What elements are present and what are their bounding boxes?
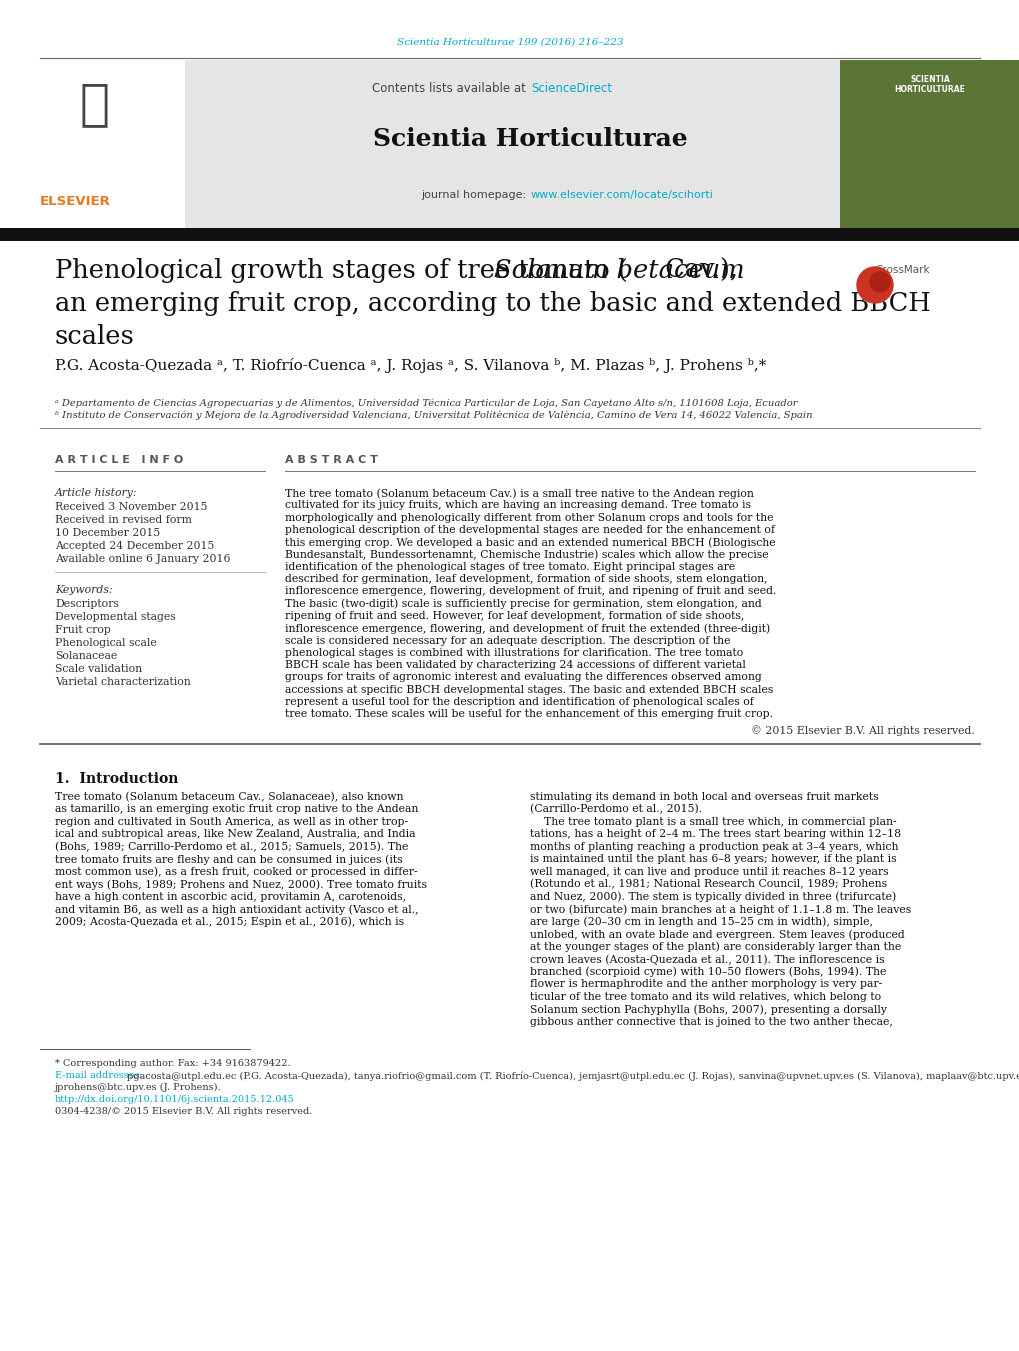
Text: P.G. Acosta-Quezada ᵃ, T. Riofrío-Cuenca ᵃ, J. Rojas ᵃ, S. Vilanova ᵇ, M. Plazas: P.G. Acosta-Quezada ᵃ, T. Riofrío-Cuenca…	[55, 358, 765, 373]
Text: (Carrillo-Perdomo et al., 2015).: (Carrillo-Perdomo et al., 2015).	[530, 804, 701, 815]
Text: accessions at specific BBCH developmental stages. The basic and extended BBCH sc: accessions at specific BBCH developmenta…	[284, 685, 772, 694]
Text: Varietal characterization: Varietal characterization	[55, 677, 191, 688]
Text: crown leaves (Acosta-Quezada et al., 2011). The inflorescence is: crown leaves (Acosta-Quezada et al., 201…	[530, 954, 883, 965]
Text: Contents lists available at: Contents lists available at	[372, 82, 530, 95]
Text: described for germination, leaf development, formation of side shoots, stem elon: described for germination, leaf developm…	[284, 574, 767, 584]
Text: www.elsevier.com/locate/scihorti: www.elsevier.com/locate/scihorti	[531, 190, 713, 200]
Bar	[840, 59, 1019, 230]
Text: The basic (two-digit) scale is sufficiently precise for germination, stem elonga: The basic (two-digit) scale is sufficien…	[284, 598, 761, 609]
Text: is maintained until the plant has 6–8 years; however, if the plant is: is maintained until the plant has 6–8 ye…	[530, 854, 896, 865]
Text: are large (20–30 cm in length and 15–25 cm in width), simple,: are large (20–30 cm in length and 15–25 …	[530, 917, 872, 927]
Text: ripening of fruit and seed. However, for leaf development, formation of side sho: ripening of fruit and seed. However, for…	[284, 611, 744, 621]
Text: region and cultivated in South America, as well as in other trop-: region and cultivated in South America, …	[55, 817, 408, 827]
Circle shape	[869, 272, 890, 292]
Text: phenological stages is combined with illustrations for clarification. The tree t: phenological stages is combined with ill…	[284, 648, 743, 658]
Text: morphologically and phenologically different from other Solanum crops and tools : morphologically and phenologically diffe…	[284, 512, 772, 523]
Bar	[184, 59, 840, 230]
Text: pgacosta@utpl.edu.ec (P.G. Acosta-Quezada), tanya.riofrio@gmail.com (T. Riofrío-: pgacosta@utpl.edu.ec (P.G. Acosta-Quezad…	[127, 1071, 1019, 1081]
Text: Phenological growth stages of tree tomato (: Phenological growth stages of tree tomat…	[55, 258, 628, 282]
Text: ent ways (Bohs, 1989; Prohens and Nuez, 2000). Tree tomato fruits: ent ways (Bohs, 1989; Prohens and Nuez, …	[55, 880, 427, 890]
Text: (Rotundo et al., 1981; National Research Council, 1989; Prohens: (Rotundo et al., 1981; National Research…	[530, 880, 887, 889]
Text: phenological description of the developmental stages are needed for the enhancem: phenological description of the developm…	[284, 526, 774, 535]
Text: cultivated for its juicy fruits, which are having an increasing demand. Tree tom: cultivated for its juicy fruits, which a…	[284, 500, 750, 511]
Text: Received 3 November 2015: Received 3 November 2015	[55, 503, 207, 512]
Text: at the younger stages of the plant) are considerably larger than the: at the younger stages of the plant) are …	[530, 942, 901, 952]
Text: ical and subtropical areas, like New Zealand, Australia, and India: ical and subtropical areas, like New Zea…	[55, 830, 415, 839]
Text: * Corresponding author. Fax: +34 9163879422.: * Corresponding author. Fax: +34 9163879…	[55, 1059, 290, 1069]
Text: The tree tomato plant is a small tree which, in commercial plan-: The tree tomato plant is a small tree wh…	[530, 817, 896, 827]
Text: Scale validation: Scale validation	[55, 663, 142, 674]
Bar	[0, 59, 184, 230]
Text: well managed, it can live and produce until it reaches 8–12 years: well managed, it can live and produce un…	[530, 867, 888, 877]
Text: http://dx.doi.org/10.1101/6j.scienta.2015.12.045: http://dx.doi.org/10.1101/6j.scienta.201…	[55, 1096, 294, 1104]
Text: Scientia Horticulturae 199 (2016) 216–223: Scientia Horticulturae 199 (2016) 216–22…	[396, 38, 623, 46]
Text: gibbous anther connective that is joined to the two anther thecae,: gibbous anther connective that is joined…	[530, 1017, 892, 1027]
Text: journal homepage:: journal homepage:	[421, 190, 530, 200]
Text: scale is considered necessary for an adequate description. The description of th: scale is considered necessary for an ade…	[284, 635, 730, 646]
Text: as tamarillo, is an emerging exotic fruit crop native to the Andean: as tamarillo, is an emerging exotic frui…	[55, 804, 418, 815]
Text: tree tomato fruits are fleshy and can be consumed in juices (its: tree tomato fruits are fleshy and can be…	[55, 854, 403, 865]
Text: E-mail addresses:: E-mail addresses:	[55, 1071, 146, 1081]
Text: and Nuez, 2000). The stem is typically divided in three (trifurcate): and Nuez, 2000). The stem is typically d…	[530, 892, 896, 902]
Text: branched (scorpioid cyme) with 10–50 flowers (Bohs, 1994). The: branched (scorpioid cyme) with 10–50 flo…	[530, 967, 886, 977]
Text: this emerging crop. We developed a basic and an extended numerical BBCH (Biologi: this emerging crop. We developed a basic…	[284, 538, 774, 547]
Text: The tree tomato (Solanum betaceum Cav.) is a small tree native to the Andean reg: The tree tomato (Solanum betaceum Cav.) …	[284, 488, 753, 499]
Text: Accepted 24 December 2015: Accepted 24 December 2015	[55, 540, 214, 551]
Text: Phenological scale: Phenological scale	[55, 638, 157, 648]
Text: scales: scales	[55, 324, 135, 349]
Circle shape	[856, 267, 892, 303]
Text: ᵇ Instituto de Conservación y Mejora de la Agrodiversidad Valenciana, Universita: ᵇ Instituto de Conservación y Mejora de …	[55, 411, 812, 420]
Text: Available online 6 January 2016: Available online 6 January 2016	[55, 554, 230, 563]
Text: stimulating its demand in both local and overseas fruit markets: stimulating its demand in both local and…	[530, 792, 877, 801]
Text: A R T I C L E   I N F O: A R T I C L E I N F O	[55, 455, 183, 465]
Text: Descriptors: Descriptors	[55, 598, 119, 609]
Text: or two (bifurcate) main branches at a height of 1.1–1.8 m. The leaves: or two (bifurcate) main branches at a he…	[530, 904, 910, 915]
Text: ᵃ Departamento de Ciencias Agropecuarias y de Alimentos, Universidad Técnica Par: ᵃ Departamento de Ciencias Agropecuarias…	[55, 399, 797, 408]
Text: 1.  Introduction: 1. Introduction	[55, 771, 178, 786]
Text: ELSEVIER: ELSEVIER	[40, 195, 111, 208]
Text: groups for traits of agronomic interest and evaluating the differences observed : groups for traits of agronomic interest …	[284, 673, 761, 682]
Text: tree tomato. These scales will be useful for the enhancement of this emerging fr: tree tomato. These scales will be useful…	[284, 709, 772, 719]
Text: (Bohs, 1989; Carrillo-Perdomo et al., 2015; Samuels, 2015). The: (Bohs, 1989; Carrillo-Perdomo et al., 20…	[55, 842, 408, 852]
Text: Developmental stages: Developmental stages	[55, 612, 175, 621]
Text: Fruit crop: Fruit crop	[55, 626, 111, 635]
Text: 10 December 2015: 10 December 2015	[55, 528, 160, 538]
Text: ScienceDirect: ScienceDirect	[531, 82, 611, 95]
Text: Solanum betaceum: Solanum betaceum	[493, 258, 744, 282]
Text: Cav.),: Cav.),	[656, 258, 737, 282]
Text: tations, has a height of 2–4 m. The trees start bearing within 12–18: tations, has a height of 2–4 m. The tree…	[530, 830, 900, 839]
Text: Solanum section Pachyphylla (Bohs, 2007), presenting a dorsally: Solanum section Pachyphylla (Bohs, 2007)…	[530, 1004, 887, 1015]
Text: jprohens@btc.upv.es (J. Prohens).: jprohens@btc.upv.es (J. Prohens).	[55, 1084, 221, 1093]
Text: CrossMark: CrossMark	[874, 265, 928, 276]
Text: an emerging fruit crop, according to the basic and extended BBCH: an emerging fruit crop, according to the…	[55, 290, 930, 316]
Text: BBCH scale has been validated by characterizing 24 accessions of different varie: BBCH scale has been validated by charact…	[284, 661, 745, 670]
Text: ticular of the tree tomato and its wild relatives, which belong to: ticular of the tree tomato and its wild …	[530, 992, 880, 1001]
Text: Bundesanstalt, Bundessortenamnt, Chemische Industrie) scales which allow the pre: Bundesanstalt, Bundessortenamnt, Chemisc…	[284, 550, 768, 561]
Text: © 2015 Elsevier B.V. All rights reserved.: © 2015 Elsevier B.V. All rights reserved…	[751, 725, 974, 736]
Text: Keywords:: Keywords:	[55, 585, 112, 594]
Text: 🌿: 🌿	[79, 80, 110, 130]
Text: A B S T R A C T: A B S T R A C T	[284, 455, 377, 465]
Text: represent a useful tool for the description and identification of phenological s: represent a useful tool for the descript…	[284, 697, 753, 707]
Text: 2009; Acosta-Quezada et al., 2015; Espin et al., 2016), which is: 2009; Acosta-Quezada et al., 2015; Espin…	[55, 917, 404, 927]
Text: Received in revised form: Received in revised form	[55, 515, 192, 526]
Text: inflorescence emergence, flowering, and development of fruit the extended (three: inflorescence emergence, flowering, and …	[284, 623, 769, 634]
Text: identification of the phenological stages of tree tomato. Eight principal stages: identification of the phenological stage…	[284, 562, 735, 571]
Text: 0304-4238/© 2015 Elsevier B.V. All rights reserved.: 0304-4238/© 2015 Elsevier B.V. All right…	[55, 1108, 312, 1116]
Text: have a high content in ascorbic acid, provitamin A, carotenoids,: have a high content in ascorbic acid, pr…	[55, 892, 406, 901]
Text: months of planting reaching a production peak at 3–4 years, which: months of planting reaching a production…	[530, 842, 898, 851]
Text: flower is hermaphrodite and the anther morphology is very par-: flower is hermaphrodite and the anther m…	[530, 979, 881, 989]
Text: SCIENTIA
HORTICULTURAE: SCIENTIA HORTICULTURAE	[894, 76, 965, 95]
Text: Solanaceae: Solanaceae	[55, 651, 117, 661]
Bar	[0, 228, 1019, 240]
Text: Scientia Horticulturae: Scientia Horticulturae	[372, 127, 687, 151]
Text: unlobed, with an ovate blade and evergreen. Stem leaves (produced: unlobed, with an ovate blade and evergre…	[530, 929, 904, 940]
Text: inflorescence emergence, flowering, development of fruit, and ripening of fruit : inflorescence emergence, flowering, deve…	[284, 586, 775, 596]
Text: Article history:: Article history:	[55, 488, 138, 499]
Text: and vitamin B6, as well as a high antioxidant activity (Vasco et al.,: and vitamin B6, as well as a high antiox…	[55, 904, 418, 915]
Text: Tree tomato (Solanum betaceum Cav., Solanaceae), also known: Tree tomato (Solanum betaceum Cav., Sola…	[55, 792, 404, 802]
Text: most common use), as a fresh fruit, cooked or processed in differ-: most common use), as a fresh fruit, cook…	[55, 867, 417, 877]
